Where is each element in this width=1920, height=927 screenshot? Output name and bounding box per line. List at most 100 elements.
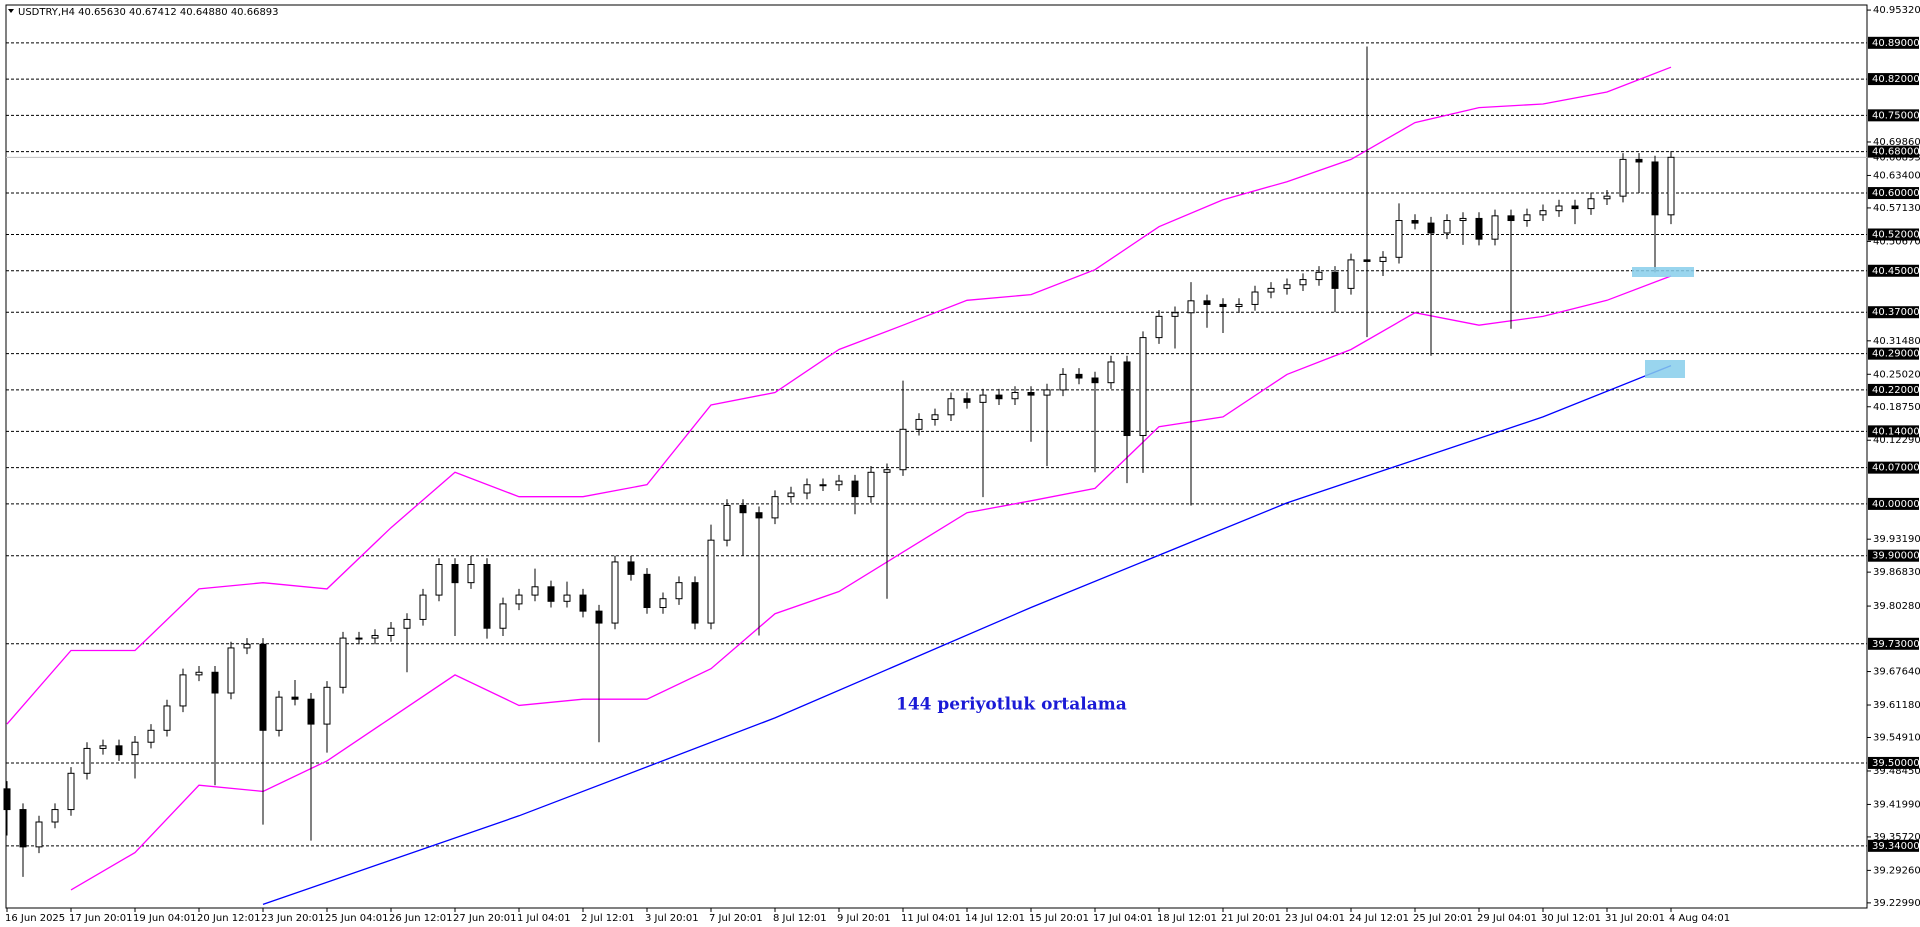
candle-body <box>819 484 827 487</box>
candle-body <box>1459 217 1467 222</box>
level-label-box <box>1868 306 1919 319</box>
candle-body <box>691 582 699 624</box>
candle-body <box>467 564 475 584</box>
candle-body <box>1123 361 1131 437</box>
x-tick-label: 26 Jun 12:01 <box>389 913 453 924</box>
candle-body <box>1475 217 1483 240</box>
candle-body <box>355 637 363 640</box>
candle-body <box>195 671 203 676</box>
y-tick-label: 40.57130 <box>1873 203 1920 214</box>
candle-body <box>563 594 571 602</box>
candle-body <box>387 627 395 636</box>
candle-body <box>1203 300 1211 305</box>
candle-body <box>723 504 731 541</box>
plot-frame <box>5 4 1868 909</box>
y-tick-label: 40.69860 <box>1873 137 1920 148</box>
y-tick-label: 39.67640 <box>1873 667 1920 678</box>
candle-body <box>147 729 155 743</box>
candle-body <box>899 428 907 471</box>
level-label: 39.50000 <box>1872 758 1920 769</box>
x-tick-label: 17 Jun 20:01 <box>69 913 133 924</box>
level-label: 40.68000 <box>1872 147 1920 158</box>
candle-body <box>643 573 651 609</box>
candle-body <box>851 480 859 498</box>
x-tick-label: 19 Jun 04:01 <box>133 913 197 924</box>
x-tick-label: 25 Jun 04:01 <box>325 913 389 924</box>
x-tick-label: 9 Jul 20:01 <box>837 913 891 924</box>
level-label-box <box>1868 264 1919 277</box>
x-tick-label: 7 Jul 20:01 <box>709 913 763 924</box>
level-label-box <box>1868 109 1919 122</box>
candle-body <box>1011 392 1019 400</box>
highlight-box <box>1632 267 1694 277</box>
x-tick-label: 31 Jul 20:01 <box>1605 913 1665 924</box>
candle-body <box>515 594 523 605</box>
candle-body <box>3 788 11 811</box>
candle-body <box>595 610 603 624</box>
candle-body <box>83 747 91 774</box>
candle-body <box>1523 214 1531 222</box>
annotation: 144 periyotluk ortalama <box>896 695 1127 715</box>
candle-body <box>803 484 811 494</box>
y-tick-label: 40.95320 <box>1873 5 1920 16</box>
candle-body <box>1411 220 1419 224</box>
level-label-box <box>1868 461 1919 474</box>
candle-body <box>1091 377 1099 384</box>
candle-body <box>1107 361 1115 384</box>
y-tick-label: 40.31480 <box>1873 336 1920 347</box>
candle-body <box>243 643 251 649</box>
x-tick-label: 3 Jul 20:01 <box>645 913 699 924</box>
candle-body <box>1267 287 1275 293</box>
candle-body <box>1187 300 1195 314</box>
x-tick-label: 15 Jul 20:01 <box>1029 913 1089 924</box>
candle-body <box>179 674 187 707</box>
price-label: 40.66893 <box>1873 152 1920 163</box>
candle-body <box>1331 271 1339 289</box>
x-tick-label: 21 Jul 20:01 <box>1221 913 1281 924</box>
candle-body <box>499 603 507 629</box>
candle-body <box>35 821 43 848</box>
candle-body <box>1075 373 1083 379</box>
candle-body <box>483 564 491 629</box>
candle-body <box>739 504 747 514</box>
x-tick-label: 16 Jun 2025 <box>5 913 65 924</box>
candle-body <box>1603 195 1611 200</box>
level-label: 40.29000 <box>1872 349 1920 360</box>
x-tick-label: 23 Jul 04:01 <box>1285 913 1345 924</box>
x-tick-label: 24 Jul 12:01 <box>1349 913 1409 924</box>
candle-body <box>1347 259 1355 289</box>
x-tick-label: 14 Jul 12:01 <box>965 913 1025 924</box>
level-label: 39.34000 <box>1872 841 1920 852</box>
candle-body <box>1571 205 1579 210</box>
level-label-box <box>1868 145 1919 158</box>
level-label: 40.14000 <box>1872 426 1920 437</box>
level-label: 40.75000 <box>1872 110 1920 121</box>
level-label-box <box>1868 347 1919 360</box>
candle-body <box>275 696 283 731</box>
x-tick-label: 1 Jul 04:01 <box>517 913 571 924</box>
candle-body <box>867 471 875 498</box>
candle-body <box>131 741 139 756</box>
y-tick-label: 39.22990 <box>1873 898 1920 909</box>
menu-arrow[interactable] <box>8 9 14 13</box>
candle-body <box>1667 156 1675 216</box>
candle-body <box>611 561 619 624</box>
y-tick-label: 40.18750 <box>1873 402 1920 413</box>
candle-body <box>755 512 763 519</box>
indicator-line <box>262 364 1672 906</box>
x-tick-label: 23 Jun 20:01 <box>261 913 325 924</box>
level-label-box <box>1868 73 1919 86</box>
y-tick-label: 39.48450 <box>1873 766 1920 777</box>
candle-body <box>1283 284 1291 289</box>
candle-body <box>547 586 555 602</box>
x-tick-label: 2 Jul 12:01 <box>581 913 635 924</box>
candle-body <box>371 634 379 639</box>
level-label: 40.00000 <box>1872 499 1920 510</box>
candle-body <box>451 564 459 584</box>
y-tick-label: 39.86830 <box>1873 567 1920 578</box>
candle-body <box>659 598 667 609</box>
candle-body <box>211 671 219 694</box>
candle-body <box>99 745 107 749</box>
candle-body <box>1443 220 1451 234</box>
level-label-box <box>1868 36 1919 49</box>
